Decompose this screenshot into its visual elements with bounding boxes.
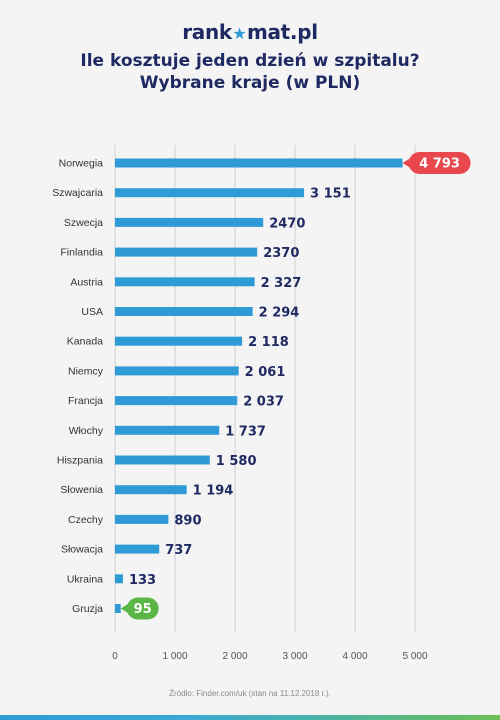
value-label: 2 118 (248, 335, 289, 350)
source-note: Źródło: Finder.com/uk (stan na 11.12.201… (169, 689, 331, 698)
value-label: 3 151 (310, 187, 351, 202)
x-tick-label: 5 000 (402, 651, 427, 662)
value-label: 1 194 (193, 484, 234, 499)
category-label: Ukraina (67, 573, 103, 585)
bottom-stripe (0, 715, 500, 720)
value-label: 4 793 (419, 157, 460, 172)
value-label: 2 327 (261, 276, 302, 291)
badge-pointer (402, 158, 411, 168)
star-icon: ★ (232, 24, 247, 43)
x-tick-label: 1 000 (162, 651, 187, 662)
category-label: Finlandia (60, 247, 103, 259)
bar (115, 574, 123, 584)
max-value-badge: 4 793 (402, 152, 471, 174)
value-label: 1 580 (216, 454, 257, 469)
title-line-1: Ile kosztuje jeden dzień w szpitalu? (80, 51, 420, 71)
category-label: Francja (68, 395, 103, 407)
category-label: USA (81, 306, 103, 318)
bar (115, 158, 403, 168)
category-label: Włochy (69, 425, 104, 437)
bar (115, 425, 220, 435)
value-label: 2 294 (259, 306, 300, 321)
category-label: Szwecja (64, 217, 103, 229)
title-line-2: Wybrane kraje (w PLN) (139, 73, 361, 93)
bar (115, 277, 255, 287)
badge-pointer (120, 603, 129, 614)
bar (115, 188, 305, 198)
category-label: Szwajcaria (52, 187, 103, 199)
x-tick-label: 0 (112, 651, 118, 662)
category-label: Czechy (68, 514, 104, 526)
bar (115, 247, 258, 257)
value-label: 2 061 (245, 365, 286, 380)
bar (115, 396, 238, 406)
bar (115, 455, 210, 465)
bar (115, 514, 169, 524)
value-label: 737 (165, 543, 192, 558)
badge-pill (126, 597, 159, 620)
bar (115, 336, 243, 346)
bar (115, 366, 239, 376)
bar (115, 485, 187, 495)
bar (115, 307, 253, 316)
bar (115, 217, 264, 227)
category-label: Słowacja (61, 544, 103, 556)
value-label: 133 (129, 573, 156, 588)
value-label: 1 737 (225, 424, 266, 439)
bar (115, 604, 121, 613)
value-label: 95 (134, 602, 152, 617)
value-label: 2470 (269, 216, 305, 231)
category-label: Austria (70, 276, 103, 288)
category-label: Słowenia (60, 484, 103, 496)
brand-logo: rank★mat.pl (182, 20, 318, 44)
x-tick-label: 4 000 (342, 651, 367, 662)
badge-pill (408, 152, 471, 174)
value-label: 2 037 (243, 395, 284, 410)
category-label: Gruzja (72, 603, 103, 615)
min-value-badge: 95 (120, 597, 159, 620)
bar (115, 544, 160, 554)
x-tick-label: 3 000 (282, 651, 307, 662)
value-label: 890 (174, 513, 201, 528)
category-label: Hiszpania (57, 455, 103, 467)
value-label: 2370 (263, 246, 299, 261)
category-label: Kanada (67, 336, 103, 348)
category-label: Niemcy (68, 365, 104, 377)
category-label: Norwegia (59, 158, 104, 170)
x-tick-label: 2 000 (222, 651, 247, 662)
chart-title: Ile kosztuje jeden dzień w szpitalu? Wyb… (0, 50, 500, 94)
